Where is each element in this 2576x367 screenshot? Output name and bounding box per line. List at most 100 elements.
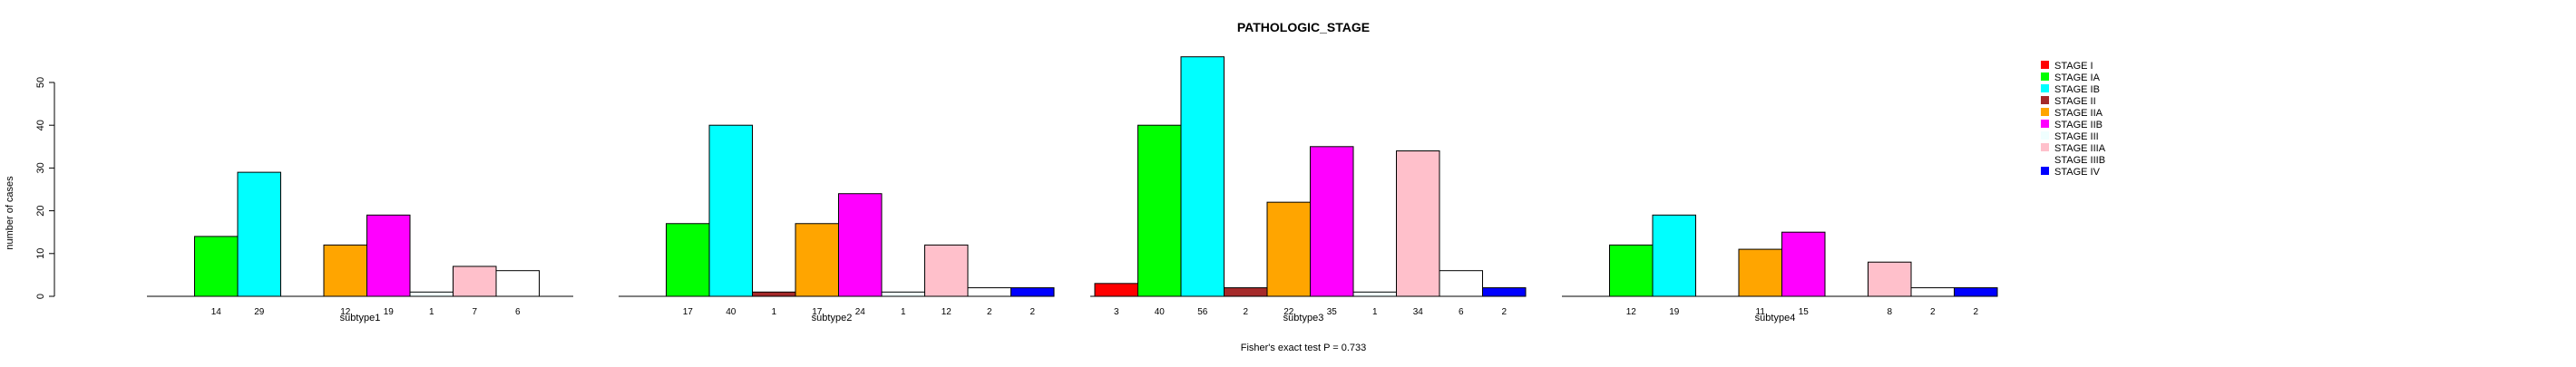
- bar: [1910, 287, 1955, 297]
- bar: [1352, 291, 1397, 297]
- y-tick-label: 40: [35, 120, 46, 130]
- bar-count-label: 2: [1243, 307, 1248, 317]
- bar-count-label: 12: [340, 307, 351, 317]
- legend-label: STAGE II: [2054, 96, 2096, 107]
- bar: [924, 244, 969, 297]
- bar-count-label: 2: [1930, 307, 1936, 317]
- legend-swatch: [2041, 143, 2049, 151]
- bar: [881, 291, 925, 297]
- legend-swatch: [2041, 108, 2049, 116]
- legend-label: STAGE IIIB: [2054, 155, 2105, 166]
- bar: [1094, 283, 1138, 297]
- bar: [838, 193, 883, 297]
- bar: [1266, 201, 1311, 297]
- group-label: subtype4: [1755, 313, 1796, 324]
- legend-label: STAGE IA: [2054, 72, 2101, 83]
- bar-count-label: 40: [726, 307, 737, 317]
- bar: [1609, 244, 1654, 297]
- bar-count-label: 2: [987, 307, 992, 317]
- legend-swatch: [2041, 120, 2049, 128]
- legend-swatch: [2041, 84, 2049, 92]
- bar-count-label: 34: [1413, 307, 1424, 317]
- bar-count-label: 1: [771, 307, 776, 317]
- y-tick-label: 50: [35, 77, 46, 88]
- bar-count-label: 6: [515, 307, 521, 317]
- legend-label: STAGE IIA: [2054, 108, 2103, 119]
- bar-count-label: 11: [1756, 307, 1766, 317]
- legend-label: STAGE IB: [2054, 84, 2100, 95]
- legend-swatch: [2041, 131, 2049, 140]
- bar-count-label: 8: [1887, 307, 1892, 317]
- bar-count-label: 1: [1372, 307, 1378, 317]
- bar: [967, 287, 1011, 297]
- bar: [666, 223, 710, 297]
- bar-count-label: 56: [1197, 307, 1208, 317]
- group-label: subtype2: [812, 313, 853, 324]
- legend-swatch: [2041, 155, 2049, 163]
- bar: [708, 124, 753, 297]
- legend-swatch: [2041, 61, 2049, 69]
- group-label: subtype3: [1283, 313, 1324, 324]
- y-tick-label: 20: [35, 205, 46, 216]
- bar: [453, 266, 497, 297]
- bar: [1868, 261, 1912, 297]
- panel-subtype2: 17 40 1 17 24 1 12 2 2 subtype2: [619, 124, 1055, 324]
- legend-label: STAGE I: [2054, 61, 2093, 72]
- legend-label: STAGE IIIA: [2054, 143, 2106, 154]
- bar-count-label: 19: [384, 307, 395, 317]
- y-tick-label: 30: [35, 162, 46, 173]
- bar-count-label: 22: [1283, 307, 1294, 317]
- bar: [1652, 214, 1696, 297]
- bar-count-label: 2: [1501, 307, 1507, 317]
- bar: [366, 214, 411, 297]
- bar-count-label: 12: [1626, 307, 1637, 317]
- bar: [1010, 287, 1055, 297]
- bar-count-label: 40: [1155, 307, 1166, 317]
- bar-count-label: 1: [429, 307, 434, 317]
- bar-count-label: 6: [1459, 307, 1464, 317]
- legend-label: STAGE IIB: [2054, 120, 2103, 130]
- bar: [1137, 124, 1182, 297]
- bar-count-label: 14: [211, 307, 222, 317]
- group-label: subtype1: [340, 313, 381, 324]
- bar: [194, 236, 239, 297]
- chart-title: PATHOLOGIC_STAGE: [1237, 20, 1370, 34]
- bar-count-label: 35: [1327, 307, 1338, 317]
- bar-count-label: 15: [1799, 307, 1810, 317]
- bar: [1482, 287, 1527, 297]
- bar: [495, 270, 540, 297]
- legend-swatch: [2041, 96, 2049, 104]
- y-axis-label: number of cases: [5, 176, 15, 250]
- panel-subtype4: 12 19 11 15 8 2 2 subtype4: [1562, 214, 1998, 324]
- legend-label: STAGE IV: [2054, 167, 2101, 178]
- bar: [1224, 287, 1268, 297]
- bar-count-label: 12: [942, 307, 952, 317]
- bar-count-label: 19: [1669, 307, 1680, 317]
- bar: [1180, 56, 1225, 297]
- bar: [795, 223, 839, 297]
- y-tick-label: 10: [35, 248, 46, 259]
- y-tick-label: 0: [35, 294, 46, 299]
- bar-count-label: 2: [1973, 307, 1978, 317]
- footnote: Fisher's exact test P = 0.733: [1241, 343, 1367, 353]
- bar: [752, 291, 796, 297]
- bar: [1396, 150, 1440, 297]
- bar: [1439, 270, 1483, 297]
- panel-subtype1: 14 29 12 19 1 7 6 subtype1: [147, 171, 573, 324]
- bar: [1738, 248, 1782, 297]
- bar-count-label: 24: [855, 307, 866, 317]
- bar: [323, 244, 367, 297]
- bar: [1781, 231, 1826, 297]
- bar: [409, 291, 454, 297]
- legend-swatch: [2041, 72, 2049, 81]
- bar: [1310, 146, 1354, 297]
- bar-count-label: 1: [901, 307, 906, 317]
- bar-count-label: 7: [472, 307, 477, 317]
- bar-count-label: 3: [1114, 307, 1119, 317]
- bar: [1954, 287, 1998, 297]
